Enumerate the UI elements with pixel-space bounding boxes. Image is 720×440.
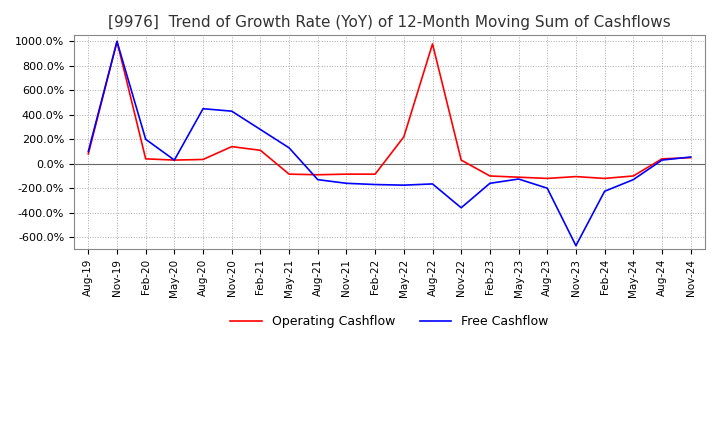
Operating Cashflow [485, 173, 494, 179]
Free Cashflow [657, 158, 666, 163]
Operating Cashflow [170, 158, 179, 163]
Free Cashflow [170, 158, 179, 163]
Free Cashflow [543, 186, 552, 191]
Free Cashflow [256, 127, 265, 132]
Operating Cashflow [112, 39, 121, 44]
Free Cashflow [400, 183, 408, 188]
Operating Cashflow [543, 176, 552, 181]
Free Cashflow [600, 189, 609, 194]
Free Cashflow [342, 181, 351, 186]
Free Cashflow [572, 243, 580, 248]
Operating Cashflow [141, 156, 150, 161]
Free Cashflow [228, 109, 236, 114]
Title: [9976]  Trend of Growth Rate (YoY) of 12-Month Moving Sum of Cashflows: [9976] Trend of Growth Rate (YoY) of 12-… [108, 15, 671, 30]
Operating Cashflow [342, 172, 351, 177]
Operating Cashflow [572, 174, 580, 179]
Free Cashflow [199, 106, 207, 111]
Operating Cashflow [686, 155, 695, 160]
Legend: Operating Cashflow, Free Cashflow: Operating Cashflow, Free Cashflow [225, 310, 554, 333]
Free Cashflow [112, 39, 121, 44]
Operating Cashflow [371, 172, 379, 177]
Free Cashflow [514, 176, 523, 182]
Operating Cashflow [199, 157, 207, 162]
Line: Operating Cashflow: Operating Cashflow [89, 41, 690, 179]
Operating Cashflow [428, 41, 437, 47]
Operating Cashflow [256, 148, 265, 153]
Free Cashflow [285, 145, 294, 150]
Free Cashflow [457, 205, 466, 210]
Free Cashflow [84, 149, 93, 154]
Operating Cashflow [657, 156, 666, 161]
Free Cashflow [629, 177, 638, 182]
Free Cashflow [428, 181, 437, 187]
Free Cashflow [686, 154, 695, 160]
Operating Cashflow [313, 172, 322, 177]
Free Cashflow [371, 182, 379, 187]
Free Cashflow [141, 137, 150, 142]
Operating Cashflow [514, 175, 523, 180]
Operating Cashflow [457, 158, 466, 163]
Operating Cashflow [629, 173, 638, 179]
Operating Cashflow [84, 151, 93, 157]
Operating Cashflow [400, 134, 408, 139]
Free Cashflow [485, 181, 494, 186]
Operating Cashflow [285, 172, 294, 177]
Operating Cashflow [600, 176, 609, 181]
Line: Free Cashflow: Free Cashflow [89, 41, 690, 246]
Free Cashflow [313, 177, 322, 182]
Operating Cashflow [228, 144, 236, 149]
